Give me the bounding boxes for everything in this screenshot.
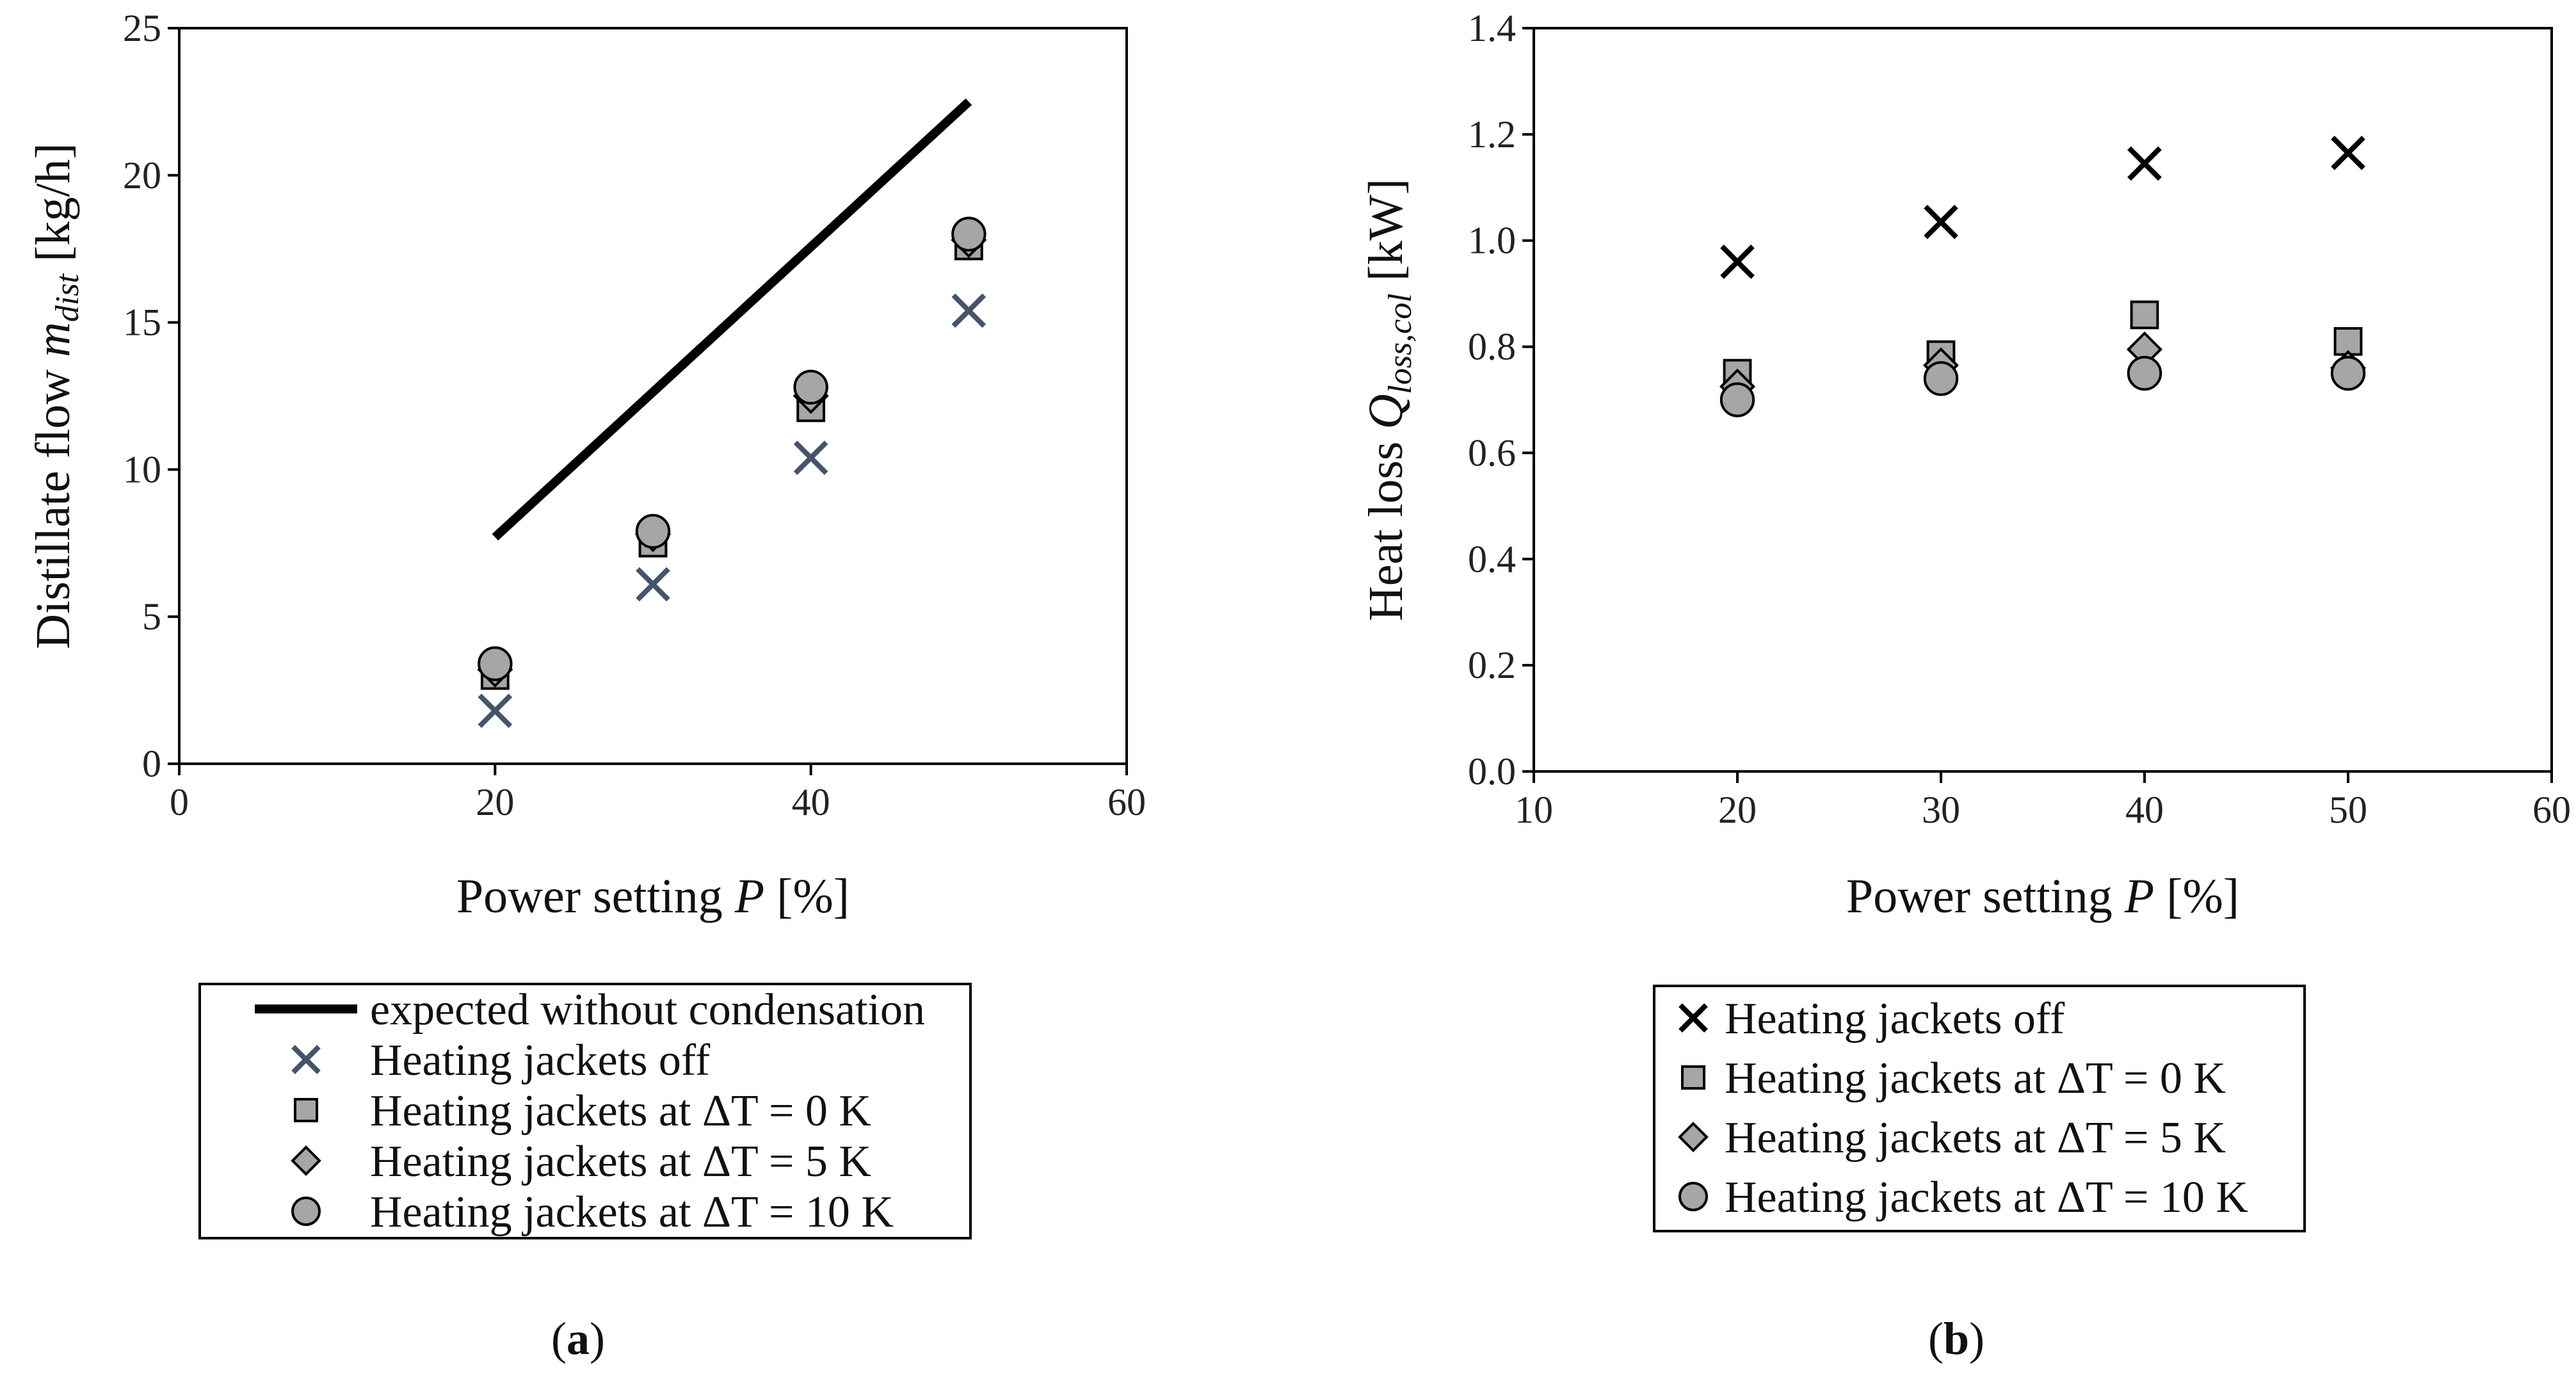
data-point-x: [793, 440, 828, 475]
caption-b: (b): [1928, 1313, 1984, 1364]
legend-label: Heating jackets at ΔT = 10 K: [1725, 1173, 2248, 1222]
y-axis-label: Heat loss Qloss,col [kW]: [1359, 179, 1419, 621]
series-diamond: [1719, 331, 2367, 405]
series-line: [492, 98, 972, 541]
data-point-x: [1720, 245, 1755, 279]
series-circle: [1719, 355, 2366, 417]
y-tick-label: 25: [123, 7, 161, 49]
x-tick-label: 60: [1107, 781, 1146, 823]
y-tick-label: 5: [142, 595, 161, 638]
series-x: [478, 293, 986, 729]
data-point-circle: [1923, 361, 1959, 396]
legend-box: [198, 983, 972, 1239]
y-tick-label: 0.0: [1468, 750, 1516, 793]
legend-symbol-square: [1681, 1065, 1705, 1090]
x-tick-label: 60: [2532, 789, 2571, 831]
legend-symbol-circle: [1678, 1182, 1708, 1211]
legend-label: Heating jackets at ΔT = 0 K: [370, 1086, 871, 1136]
y-tick-label: 0.8: [1468, 326, 1516, 368]
data-point-circle: [2330, 355, 2366, 391]
x-tick-label: 20: [476, 781, 514, 823]
legend-label: Heating jackets off: [1725, 994, 2065, 1044]
data-point-circle: [478, 646, 513, 681]
series-circle: [478, 216, 986, 681]
legend-label: Heating jackets off: [370, 1036, 711, 1085]
x-tick-label: 30: [1922, 789, 1960, 831]
x-tick-label: 10: [1515, 789, 1553, 831]
data-point-circle: [2127, 355, 2162, 391]
legend-box: [1653, 985, 2306, 1232]
caption-a: (a): [551, 1313, 605, 1364]
x-tick-label: 0: [170, 781, 189, 823]
x-tick-label: 40: [792, 781, 830, 823]
data-point-circle: [635, 513, 671, 549]
data-point-circle: [1719, 382, 1755, 417]
legend-symbol-diamond: [291, 1145, 321, 1176]
data-point-x: [636, 567, 670, 602]
x-tick-label: 20: [1718, 789, 1757, 831]
y-tick-label: 1.0: [1468, 220, 1516, 262]
y-tick-label: 0.6: [1468, 431, 1516, 474]
plot-frame: [1533, 27, 2553, 773]
data-point-x: [478, 693, 513, 729]
legend-label: Heating jackets at ΔT = 5 K: [370, 1137, 871, 1186]
chart-a: 0 5 10 15 20 25 0 20 40 60 Power setting P [%] Dist…: [26, 7, 1146, 923]
chart-b: 0.0 0.2 0.4 0.6 0.8 1.0 1.2 1.4 10 20 30 40 50 60 Powe…: [1359, 7, 2571, 923]
legend-symbol-x: [1678, 1003, 1708, 1033]
y-tick-label: 0.4: [1468, 538, 1516, 580]
legend-label: Heating jackets at ΔT = 0 K: [1725, 1054, 2226, 1103]
data-point-x: [2331, 136, 2365, 170]
legend-symbol-square: [294, 1098, 318, 1122]
x-axis-label: Power setting P [%]: [1846, 869, 2239, 923]
series-x: [1720, 136, 2365, 279]
data-point-x: [951, 293, 986, 328]
y-tick-label: 0: [142, 743, 161, 785]
data-point-square: [2130, 300, 2159, 330]
legend-symbol-circle: [291, 1197, 321, 1226]
y-tick-label: 20: [123, 154, 161, 197]
legend-label: Heating jackets at ΔT = 10 K: [370, 1188, 894, 1237]
y-axis-label: Distillate flow mdist [kg/h]: [26, 143, 86, 649]
legend-label: Heating jackets at ΔT = 5 K: [1725, 1113, 2226, 1163]
y-tick-label: 10: [123, 448, 161, 490]
legend-symbol-diamond: [1678, 1122, 1709, 1152]
legend-label: expected without condensation: [370, 985, 925, 1035]
y-tick-label: 1.4: [1468, 7, 1516, 49]
y-tick-label: 0.2: [1468, 644, 1516, 686]
expected-line: [492, 98, 972, 541]
data-point-x: [2127, 146, 2162, 181]
series-square: [480, 231, 983, 690]
x-axis-label: Power setting P [%]: [456, 869, 849, 923]
legend-symbol-x: [291, 1045, 321, 1074]
series-diamond: [477, 222, 987, 688]
x-tick-label: 40: [2125, 789, 2164, 831]
series-square: [1723, 300, 2363, 388]
data-point-x: [1924, 204, 1958, 239]
data-point-circle: [793, 369, 828, 405]
y-tick-label: 1.2: [1468, 113, 1516, 156]
legend-b: Heating jackets off Heating jackets at ΔT…: [1653, 985, 2306, 1232]
data-point-circle: [951, 216, 986, 252]
y-tick-label: 15: [123, 302, 161, 344]
plot-frame: [178, 27, 1128, 765]
x-tick-label: 50: [2329, 789, 2367, 831]
